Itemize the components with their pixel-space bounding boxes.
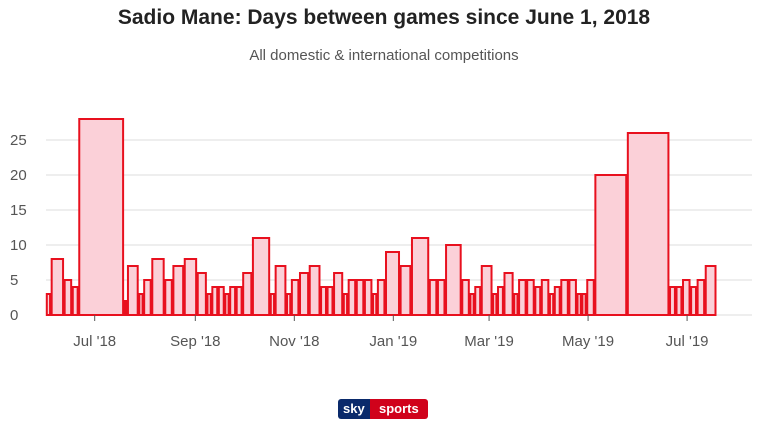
chart-title: Sadio Mane: Days between games since Jun…: [117, 6, 651, 29]
bar: [480, 265, 493, 316]
y-tick-label: 25: [10, 132, 27, 149]
y-axis-ticks: 0 5 10 15 20 25: [10, 132, 27, 324]
bar: [704, 265, 717, 316]
bar: [696, 279, 706, 316]
y-tick-label: 5: [10, 272, 18, 289]
bar: [376, 279, 386, 316]
bar: [594, 174, 628, 316]
bar: [196, 272, 207, 316]
x-axis-ticks: Jul '18 Sep '18 Nov '18 Jan '19 Mar '19 May '…: [73, 315, 709, 350]
bar: [399, 265, 412, 316]
bar: [333, 272, 344, 316]
x-tick-label: Jul '19: [666, 333, 709, 350]
bar: [363, 279, 373, 316]
bar: [78, 118, 125, 316]
bar: [172, 265, 185, 316]
bar: [492, 293, 498, 316]
bar: [436, 279, 446, 316]
logo-sky: sky: [338, 399, 370, 419]
bar: [151, 258, 165, 316]
bar: [269, 293, 276, 316]
y-tick-label: 20: [10, 167, 27, 184]
y-tick-label: 0: [10, 307, 18, 324]
bar: [123, 300, 128, 316]
bar: [224, 293, 230, 316]
bar: [372, 293, 378, 316]
y-tick-label: 10: [10, 237, 27, 254]
bar: [286, 293, 292, 316]
bar: [513, 293, 519, 316]
bar: [143, 279, 152, 316]
bars: [45, 118, 717, 316]
bar: [534, 286, 542, 316]
x-tick-label: Mar '19: [464, 333, 514, 350]
bar: [45, 293, 52, 316]
bar: [242, 272, 253, 316]
bar: [298, 272, 310, 316]
bar: [347, 279, 357, 316]
bar: [682, 279, 691, 316]
bar: [586, 279, 595, 316]
bar: [342, 293, 349, 316]
bar: [496, 286, 504, 316]
x-tick-label: Nov '18: [269, 333, 319, 350]
bar: [217, 286, 225, 316]
bar: [235, 286, 243, 316]
bar: [63, 279, 73, 316]
x-tick-label: May '19: [562, 333, 614, 350]
bar: [540, 279, 550, 316]
bar: [568, 279, 577, 316]
bar: [669, 286, 676, 316]
bar: [474, 286, 482, 316]
bar: [211, 286, 219, 316]
bar: [469, 293, 475, 316]
bar: [290, 279, 300, 316]
bar: [251, 237, 271, 316]
x-tick-label: Sep '18: [170, 333, 220, 350]
bar: [410, 237, 430, 316]
bar: [526, 279, 535, 316]
bar: [385, 251, 401, 316]
bar: [581, 293, 587, 316]
bar: [560, 279, 569, 316]
bar: [428, 279, 438, 316]
bar: [503, 272, 514, 316]
logo-sports: sports: [369, 399, 428, 419]
bar: [183, 258, 198, 316]
x-tick-label: Jan '19: [369, 333, 417, 350]
bar: [461, 279, 470, 316]
bar: [548, 293, 555, 316]
y-tick-label: 15: [10, 202, 27, 219]
bar: [274, 265, 287, 316]
bar: [445, 244, 462, 316]
bar: [675, 286, 683, 316]
bar: [50, 258, 65, 316]
bar: [206, 293, 212, 316]
bar: [553, 286, 561, 316]
bar: [164, 279, 173, 316]
bar: [690, 286, 698, 316]
bar: [229, 286, 237, 316]
sky-sports-logo: sky sports: [338, 399, 428, 419]
bar: [308, 265, 321, 316]
bar: [326, 286, 334, 316]
bar: [355, 279, 365, 316]
bar: [126, 265, 139, 316]
bar: [518, 279, 527, 316]
bar: [71, 286, 79, 316]
bar: [626, 132, 670, 316]
bar: [576, 293, 582, 316]
chart-subtitle: All domestic & international competition…: [249, 47, 519, 64]
x-tick-label: Jul '18: [73, 333, 116, 350]
bar: [320, 286, 327, 316]
bar: [138, 293, 144, 316]
